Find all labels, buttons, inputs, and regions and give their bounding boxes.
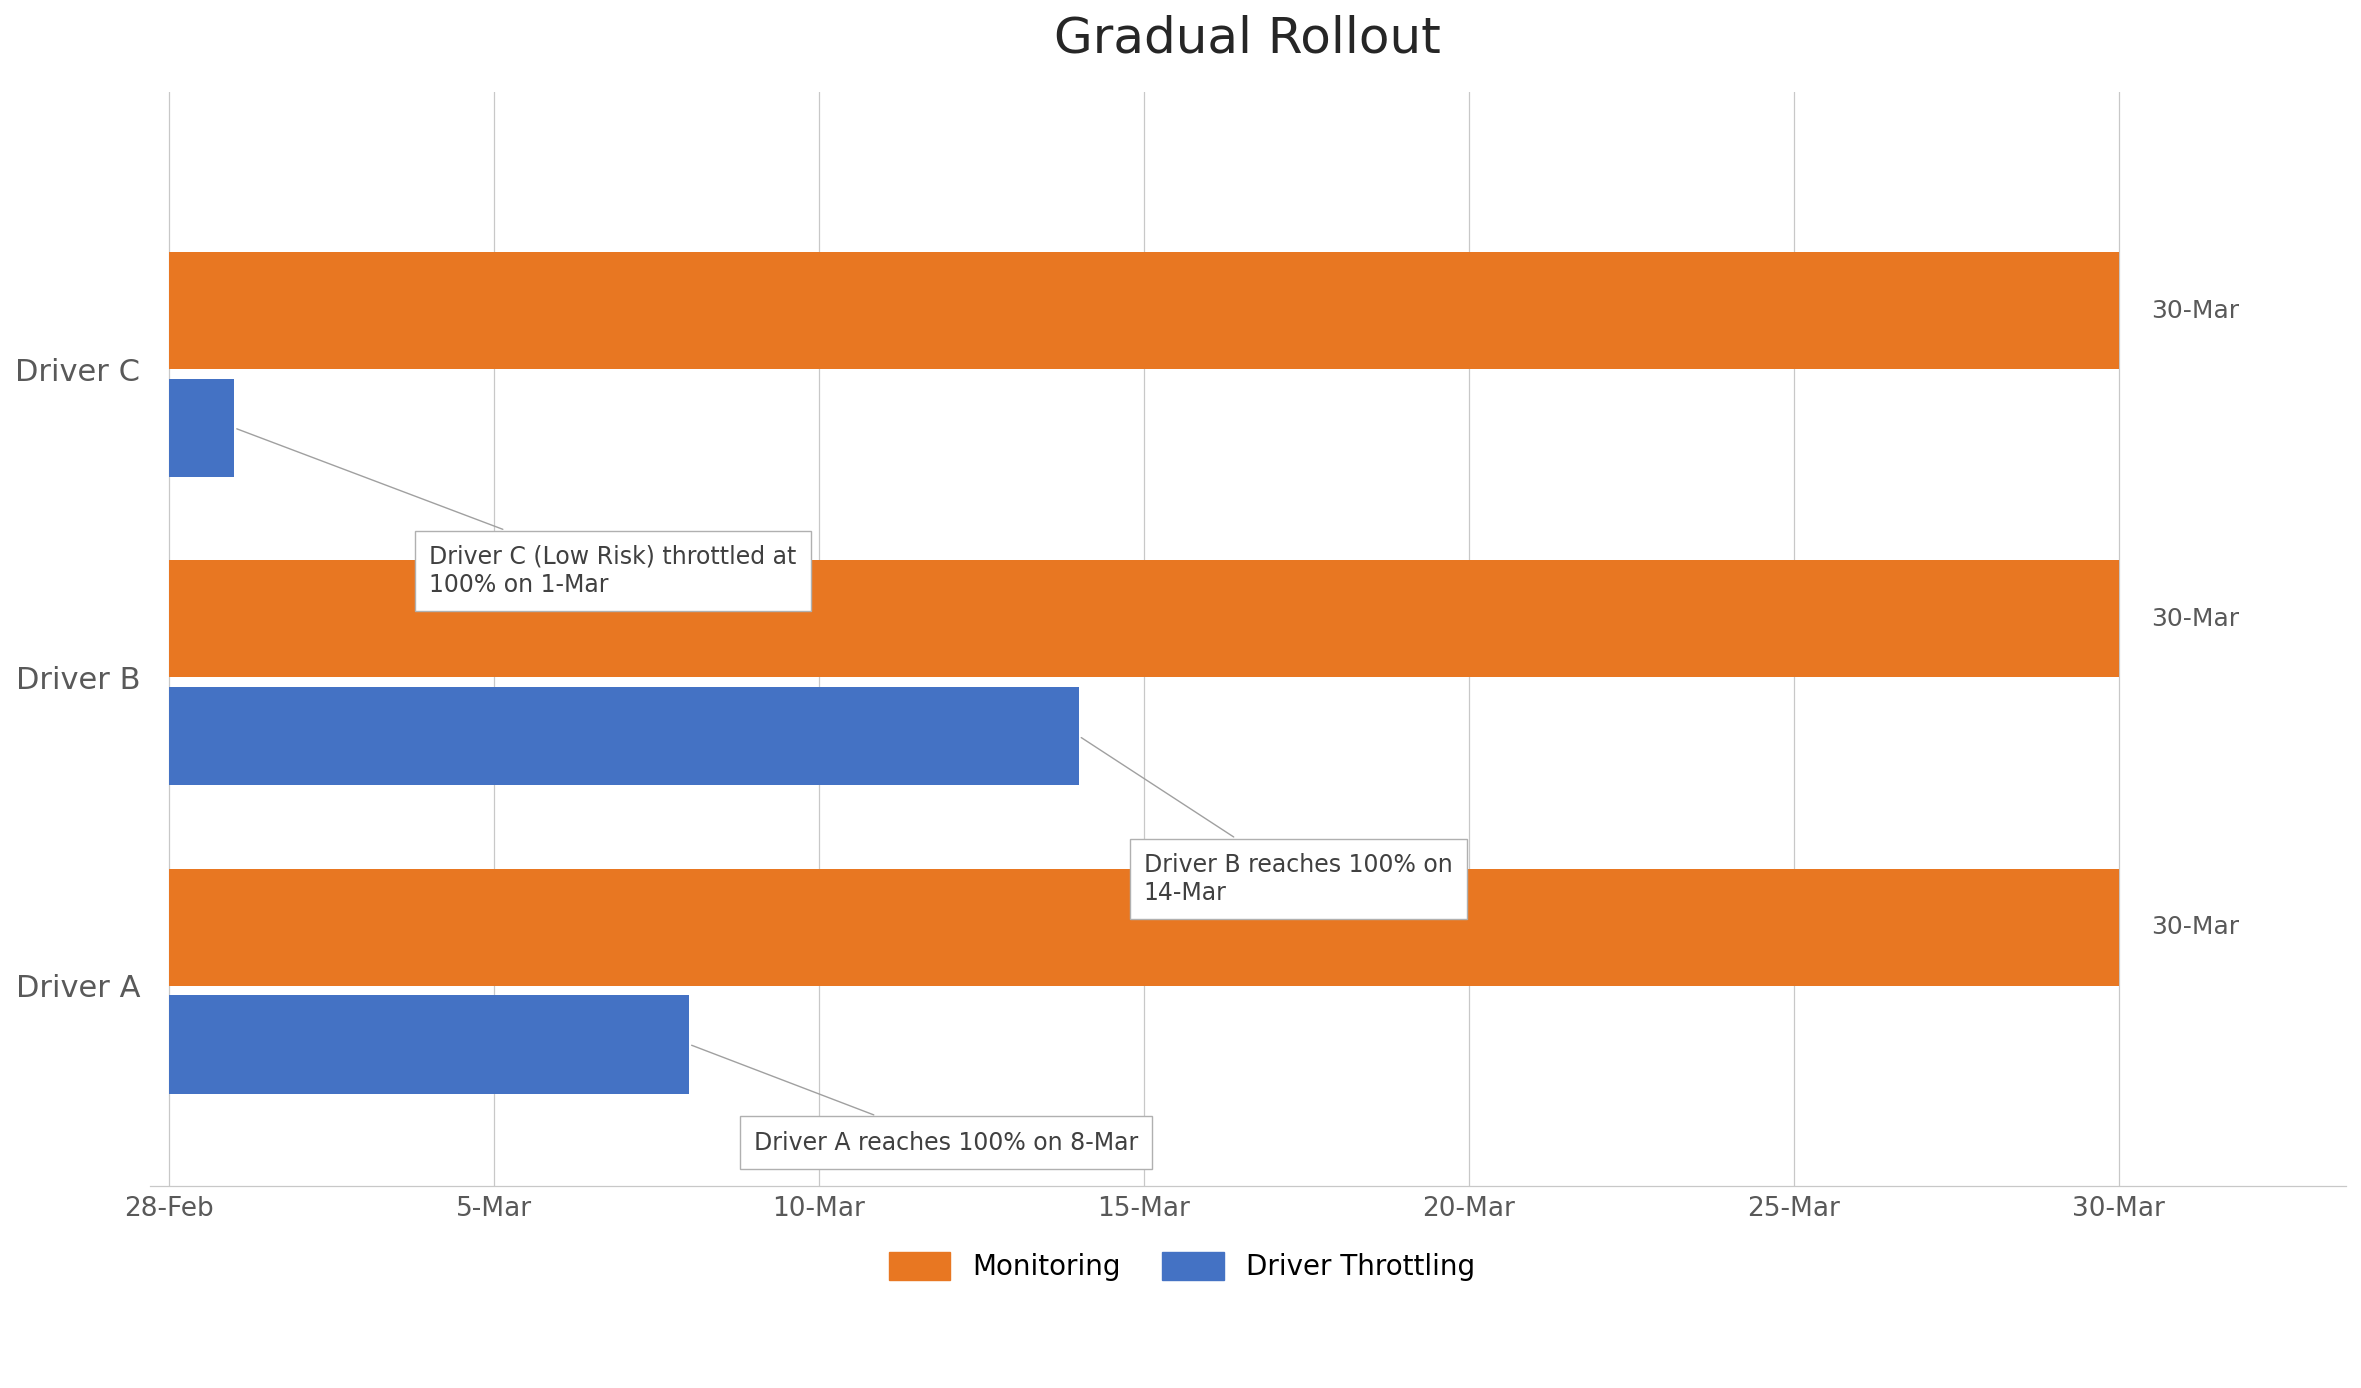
Text: 30-Mar: 30-Mar: [2151, 607, 2238, 632]
Bar: [170, 869, 2118, 985]
Text: Driver C (Low Risk) throttled at
100% on 1-Mar: Driver C (Low Risk) throttled at 100% on…: [236, 429, 796, 597]
Bar: [170, 379, 234, 477]
Bar: [170, 995, 689, 1094]
Text: Driver A reaches 100% on 8-Mar: Driver A reaches 100% on 8-Mar: [692, 1045, 1138, 1155]
Bar: [170, 253, 2118, 369]
Legend: Monitoring, Driver Throttling: Monitoring, Driver Throttling: [878, 1241, 1485, 1292]
Bar: [170, 561, 2118, 677]
Text: 30-Mar: 30-Mar: [2151, 298, 2238, 323]
Title: Gradual Rollout: Gradual Rollout: [1055, 15, 1440, 62]
Bar: [170, 687, 1079, 786]
Text: Driver B reaches 100% on
14-Mar: Driver B reaches 100% on 14-Mar: [1081, 737, 1452, 905]
Text: 30-Mar: 30-Mar: [2151, 915, 2238, 940]
